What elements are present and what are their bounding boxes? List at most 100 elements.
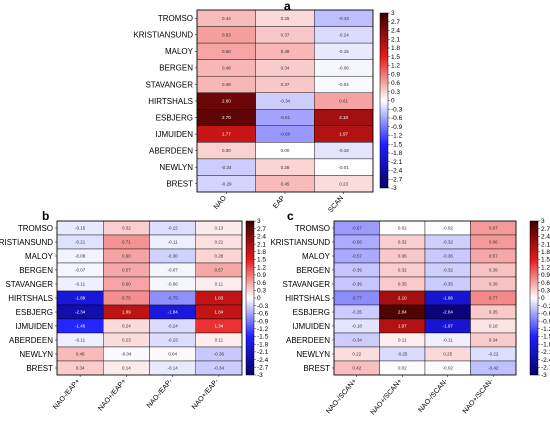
colorbar-tick-label: -2.4 [257, 357, 269, 364]
cell-value-label: 0.39 [489, 268, 498, 273]
row-label-stavanger: STAVANGER [5, 280, 53, 289]
row-label-kristiansund: KRISTIANSUND [0, 238, 53, 247]
row-label-aberdeen: ABERDEEN [149, 146, 193, 155]
row-label-maloy: MALOY [165, 47, 194, 56]
colorbar-tick-label: 0.3 [391, 89, 400, 96]
cell-value-label: -0.07 [75, 268, 86, 273]
colorbar-tick-label: 0.6 [541, 280, 550, 287]
col-label: NAO+/EAP- [191, 377, 221, 411]
cell-value-label: -0.42 [488, 366, 499, 371]
colorbar-tick-label: -0.6 [391, 115, 403, 122]
cell-value-label: 0.32 [398, 240, 407, 245]
cell-value-label: -1.89 [75, 296, 86, 301]
colorbar-tick-label: -2.7 [391, 176, 403, 183]
colorbar-tick-label: 0.9 [257, 272, 266, 279]
cell-value-label: 0.11 [215, 282, 224, 287]
row-label-stavanger: STAVANGER [282, 280, 330, 289]
colorbar-tick-label: -1.5 [541, 334, 550, 341]
cell-value-label: -0.21 [75, 240, 86, 245]
colorbar-tick-label: -0.9 [257, 318, 269, 325]
colorbar-tick-label: -3 [257, 372, 263, 379]
row-label-hirtshals: HIRTSHALS [8, 294, 53, 303]
colorbar-tick-label: 2.4 [541, 234, 550, 241]
cell-value-label: -0.07 [167, 268, 178, 273]
cell-value-label: 0.02 [398, 226, 407, 231]
cell-value-label: 0.22 [352, 352, 361, 357]
cell-value-label: -0.39 [352, 268, 363, 273]
colorbar-tick-label: 0.6 [257, 280, 266, 287]
colorbar-tick-label: 2.7 [541, 226, 550, 233]
row-label-aberdeen: ABERDEEN [9, 336, 53, 345]
colorbar-tick-label: 0.3 [541, 288, 550, 295]
colorbar-tick-label: 0 [391, 98, 395, 105]
cell-value-label: -0.22 [488, 352, 499, 357]
cell-value-label: -0.06 [339, 66, 350, 71]
cell-value-label: -0.02 [443, 366, 454, 371]
cell-value-label: 0.25 [443, 352, 452, 357]
colorbar-tick-label: -0.9 [541, 318, 550, 325]
cell-value-label: 0.34 [76, 366, 85, 371]
colorbar-tick-label: 0.6 [391, 80, 400, 87]
colorbar-tick-label: -0.3 [541, 303, 550, 310]
cell-value-label: 0.32 [398, 268, 407, 273]
cell-value-label: -0.04 [121, 352, 132, 357]
colorbar-tick-label: 2.4 [257, 234, 266, 241]
cell-value-label: -1.46 [75, 324, 86, 329]
cell-value-label: 0.04 [168, 352, 177, 357]
col-label: NAO+/EAP+ [97, 378, 128, 413]
colorbar-tick-label: 2.4 [391, 28, 400, 35]
colorbar-tick-label: 3 [541, 218, 545, 225]
cell-value-label: 0.60 [222, 49, 231, 54]
colorbar-tick-label: 2.1 [257, 241, 266, 248]
cell-value-label: -0.29 [221, 181, 232, 186]
row-label-aberdeen: ABERDEEN [286, 336, 330, 345]
cell-value-label: 0.37 [281, 32, 290, 37]
row-label-bergen: BERGEN [296, 266, 330, 275]
cell-value-label: 0.42 [352, 366, 361, 371]
cell-value-label: 0.66 [489, 240, 498, 245]
panel-letter-a: a [284, 0, 291, 13]
row-label-kristiansund: KRISTIANSUND [133, 31, 193, 40]
cell-value-label: -0.18 [352, 324, 363, 329]
colorbar-tick-label: 1.8 [541, 249, 550, 256]
cell-value-label: 0.37 [281, 82, 290, 87]
cell-value-label: -0.25 [397, 352, 408, 357]
colorbar-tick-label: -2.7 [541, 365, 550, 372]
colorbar-tick-label: -0.9 [391, 124, 403, 131]
colorbar-tick-label: 1.5 [541, 257, 550, 264]
col-label: NAO+/SCAN- [462, 377, 495, 415]
cell-value-label: 0.44 [222, 16, 231, 21]
cell-value-label: -0.15 [339, 49, 350, 54]
colorbar-tick-label: -2.4 [391, 168, 403, 175]
cell-value-label: 0.60 [122, 254, 131, 259]
cell-value-label: 0.57 [489, 254, 498, 259]
panel-letter-b: b [42, 209, 49, 223]
cell-value-label: 0.28 [281, 165, 290, 170]
colorbar-tick-label: -2.7 [257, 365, 269, 372]
col-label: NAO-/SCAN+ [325, 378, 358, 415]
cell-value-label: 1.84 [214, 310, 223, 315]
cell-value-label: -0.75 [167, 296, 178, 301]
cell-value-label: 0.35 [398, 282, 407, 287]
panel-letter-c: c [287, 209, 294, 223]
cell-value-label: -2.34 [75, 310, 86, 315]
cell-value-label: 0.71 [122, 240, 131, 245]
cell-value-label: 0.48 [281, 49, 290, 54]
cell-value-label: 2.10 [339, 115, 348, 120]
row-label-stavanger: STAVANGER [145, 80, 193, 89]
cell-value-label: -0.32 [443, 268, 454, 273]
cell-value-label: 0.48 [222, 82, 231, 87]
cell-value-label: 0.11 [215, 338, 224, 343]
colorbar-tick-label: -2.1 [257, 349, 269, 356]
cell-value-label: 0.45 [281, 181, 290, 186]
colorbar-tick-label: 1.2 [257, 264, 266, 271]
row-label-bergen: BERGEN [19, 266, 53, 275]
colorbar-tick-label: 3 [391, 10, 395, 17]
cell-value-label: -0.24 [167, 324, 178, 329]
col-label: NAO+/SCAN+ [370, 378, 404, 417]
row-label-ijmuiden: IJMUIDEN [15, 322, 53, 331]
cell-value-label: -0.34 [280, 99, 291, 104]
cell-value-label: -0.06 [167, 282, 178, 287]
cell-value-label: 0.24 [122, 324, 131, 329]
row-label-tromso: TROMSO [295, 224, 330, 233]
